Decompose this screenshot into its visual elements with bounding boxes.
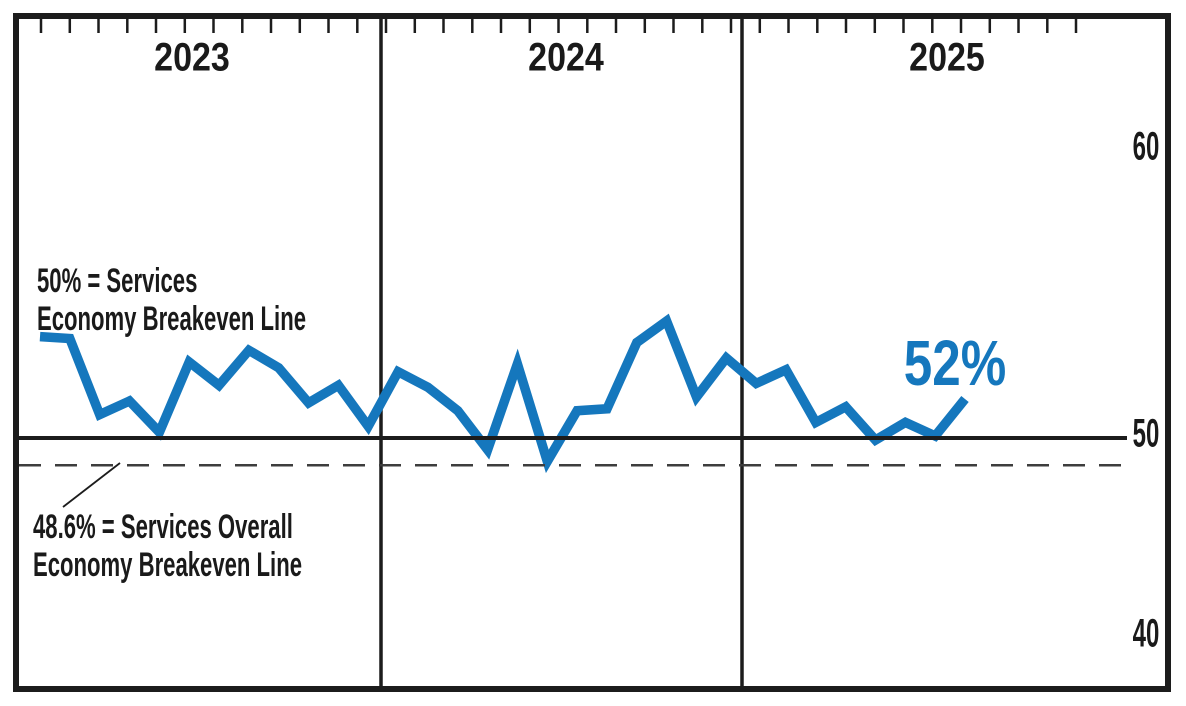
overall-breakeven-annotation: 48.6% = Services Overall Economy Breakev… — [33, 508, 302, 584]
year-label-2023: 2023 — [154, 35, 230, 80]
overall-breakeven-annotation-line1: 48.6% = Services Overall — [33, 508, 293, 546]
chart-border — [13, 13, 1171, 692]
y-axis-label-50: 50 — [1132, 411, 1160, 456]
pmi-line-series — [39, 313, 969, 474]
services-breakeven-annotation-line2: Economy Breakeven Line — [37, 300, 306, 338]
y-axis-label-40: 40 — [1132, 611, 1160, 656]
overall-breakeven-annotation-line2: Economy Breakeven Line — [33, 546, 302, 584]
services-breakeven-annotation-line1: 50% = Services — [37, 262, 198, 300]
annotation-pointer-line — [62, 462, 121, 508]
y-axis-label-60: 60 — [1132, 124, 1160, 169]
year-label-2024: 2024 — [528, 35, 604, 80]
year-label-2025: 2025 — [909, 35, 985, 80]
current-value-label: 52% — [903, 327, 1007, 399]
month-ticks — [39, 19, 1078, 33]
year-dividers — [379, 19, 744, 686]
services-breakeven-annotation: 50% = Services Economy Breakeven Line — [37, 262, 306, 338]
